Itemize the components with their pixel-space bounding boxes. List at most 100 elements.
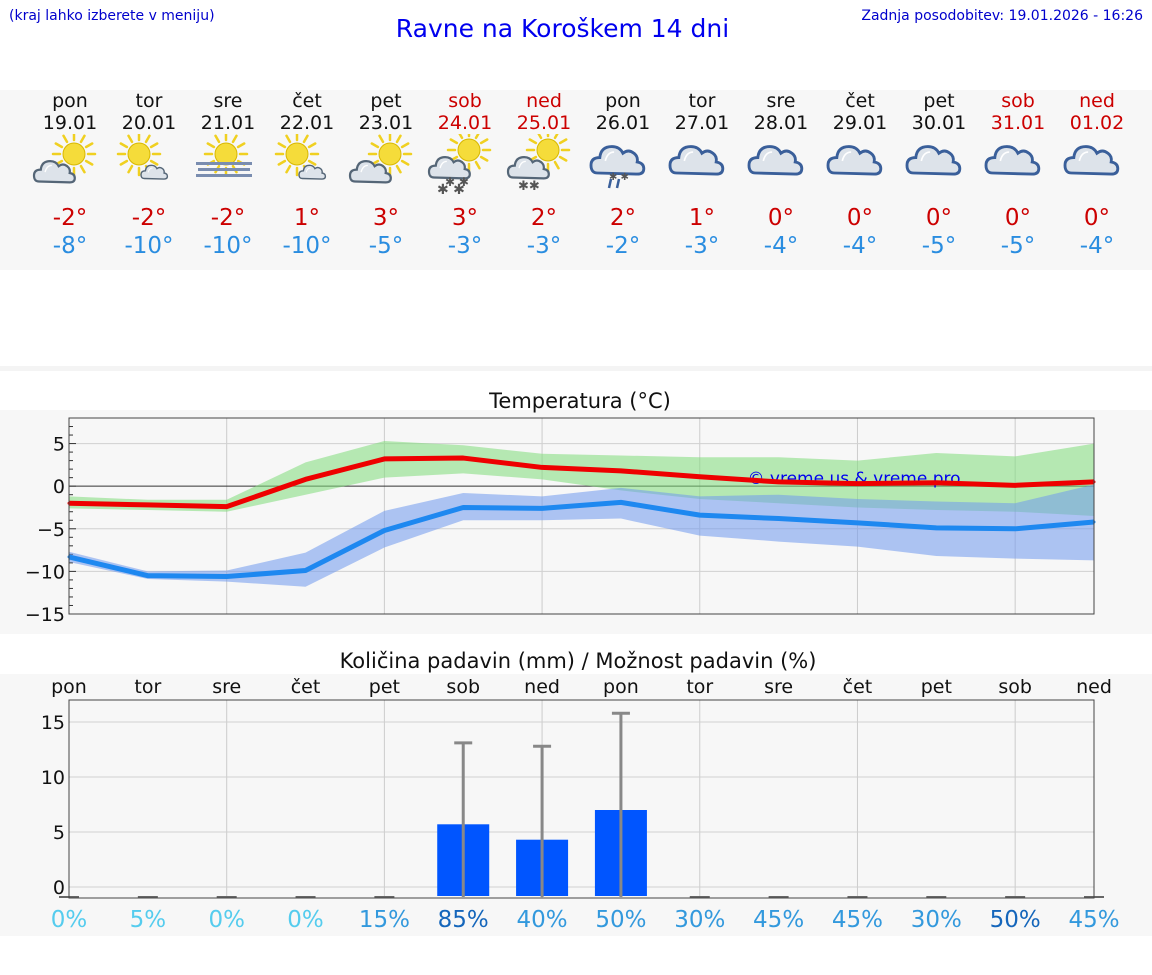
- max-data-point: [540, 465, 544, 469]
- y-tick-label: 5: [53, 822, 65, 844]
- last-updated: Zadnja posodobitev: 19.01.2026 - 16:26: [861, 8, 1143, 24]
- x-category-label: čet: [843, 676, 873, 698]
- svg-text:✱ ✱: ✱ ✱: [445, 175, 469, 189]
- sun-small-cloud-icon: [109, 131, 189, 204]
- min-temperature: -2°: [605, 233, 641, 259]
- min-temperature-line: [68, 499, 1095, 580]
- day-date: 25.01: [516, 112, 572, 134]
- day-name: sre: [213, 90, 243, 112]
- partly-cloudy-sun-icon: [30, 131, 110, 204]
- precipitation-probability: 0%: [51, 907, 88, 933]
- max-data-point: [304, 477, 308, 481]
- max-range-band: [69, 441, 1094, 516]
- min-temperature: -3°: [447, 233, 483, 259]
- min-data-point: [146, 574, 150, 578]
- y-tick-label: −10: [25, 561, 65, 583]
- max-temperature: -2°: [210, 205, 246, 231]
- day-column: čet 22.01 1° -10°: [267, 90, 347, 260]
- precipitation-probability: 45%: [832, 907, 883, 933]
- precipitation-probability: 50%: [595, 907, 646, 933]
- y-tick-label: −5: [37, 519, 65, 541]
- x-category-label: pon: [603, 676, 639, 698]
- max-data-point: [698, 475, 702, 479]
- y-tick-label: 0: [53, 476, 65, 498]
- precipitation-probability: 50%: [990, 907, 1041, 933]
- max-data-point: [461, 456, 465, 460]
- precipitation-probability: 0%: [208, 907, 245, 933]
- day-date: 01.02: [1069, 112, 1125, 134]
- day-column: tor 20.01 -2° -10°: [109, 90, 189, 260]
- day-column: sre 21.01 -2° -10°: [188, 90, 268, 260]
- day-name: ned: [1079, 90, 1115, 112]
- min-data-point: [855, 521, 859, 525]
- y-tick-label: −15: [25, 604, 65, 626]
- max-temperature: -2°: [52, 205, 88, 231]
- x-category-label: sre: [212, 676, 241, 698]
- day-column: ned 01.02 0° -4°: [1057, 90, 1137, 260]
- partly-cloudy-sun-icon: [346, 131, 426, 204]
- min-temperature: -10°: [124, 233, 174, 259]
- svg-text:✱ ✱: ✱ ✱: [437, 182, 465, 198]
- precipitation-probability: 85%: [438, 907, 489, 933]
- max-temperature: 3°: [372, 205, 400, 231]
- min-data-point: [1013, 527, 1017, 531]
- sun-fog-icon: [188, 131, 268, 204]
- precipitation-probability: 45%: [753, 907, 804, 933]
- max-temperature: 0°: [925, 205, 953, 231]
- day-date: 20.01: [121, 112, 177, 134]
- precipitation-probability: 5%: [130, 907, 167, 933]
- day-date: 23.01: [358, 112, 414, 134]
- day-name: tor: [135, 90, 163, 112]
- min-data-point: [304, 569, 308, 573]
- cloudy-icon: [978, 134, 1058, 204]
- y-tick-label: 5: [53, 434, 65, 456]
- max-temperature: 0°: [846, 205, 874, 231]
- min-data-point: [777, 517, 781, 521]
- x-category-label: tor: [134, 676, 161, 698]
- x-category-label: pon: [51, 676, 87, 698]
- day-name: pon: [52, 90, 88, 112]
- x-category-label: ned: [524, 676, 560, 698]
- max-data-point: [146, 503, 150, 507]
- precipitation-probability: 0%: [287, 907, 324, 933]
- divider: [0, 366, 1152, 371]
- min-data-point: [934, 526, 938, 530]
- min-temperature: -10°: [203, 233, 253, 259]
- sun-small-cloud-icon: [267, 131, 347, 204]
- max-data-point: [382, 457, 386, 461]
- precipitation-chart: Količina padavin (mm) / Možnost padavin …: [41, 649, 1120, 933]
- day-column: pet 30.01 0° -5°: [899, 90, 979, 260]
- day-date: 28.01: [753, 112, 809, 134]
- y-tick-label: 15: [41, 712, 65, 734]
- x-category-label: tor: [686, 676, 713, 698]
- day-name: sre: [766, 90, 796, 112]
- sun-cloud-snow-icon: ✱ ✱ ✱ ✱: [425, 127, 505, 204]
- sun-cloud-light-snow-icon: ✱✱: [504, 127, 584, 204]
- min-temperature: -10°: [282, 233, 332, 259]
- min-temperature: -5°: [1000, 233, 1036, 259]
- min-data-point: [382, 528, 386, 532]
- max-temperature: 1°: [293, 205, 321, 231]
- day-column: pet 23.01 3° -5°: [346, 90, 426, 260]
- max-data-point: [619, 469, 623, 473]
- cloud-sleet-icon: ✱ ✱: [583, 134, 663, 204]
- precipitation-probability: 15%: [359, 907, 410, 933]
- cloudy-icon: [662, 134, 742, 204]
- day-column: čet 29.01 0° -4°: [820, 90, 900, 260]
- day-date: 30.01: [911, 112, 967, 134]
- day-date: 29.01: [832, 112, 888, 134]
- x-category-label: pet: [369, 676, 400, 698]
- day-column: tor 27.01 1° -3°: [662, 90, 742, 260]
- day-column: pon 19.01 -2° -8°: [30, 90, 110, 260]
- day-date: 27.01: [674, 112, 730, 134]
- cloudy-icon: [1057, 134, 1137, 204]
- max-data-point: [1013, 483, 1017, 487]
- day-date: 19.01: [42, 112, 98, 134]
- cloudy-icon: [899, 134, 979, 204]
- min-temperature: -3°: [526, 233, 562, 259]
- min-temperature: -8°: [52, 233, 88, 259]
- min-data-point: [540, 506, 544, 510]
- max-temperature-line: [68, 455, 1095, 510]
- max-data-point: [777, 480, 781, 484]
- min-temperature: -4°: [1079, 233, 1115, 259]
